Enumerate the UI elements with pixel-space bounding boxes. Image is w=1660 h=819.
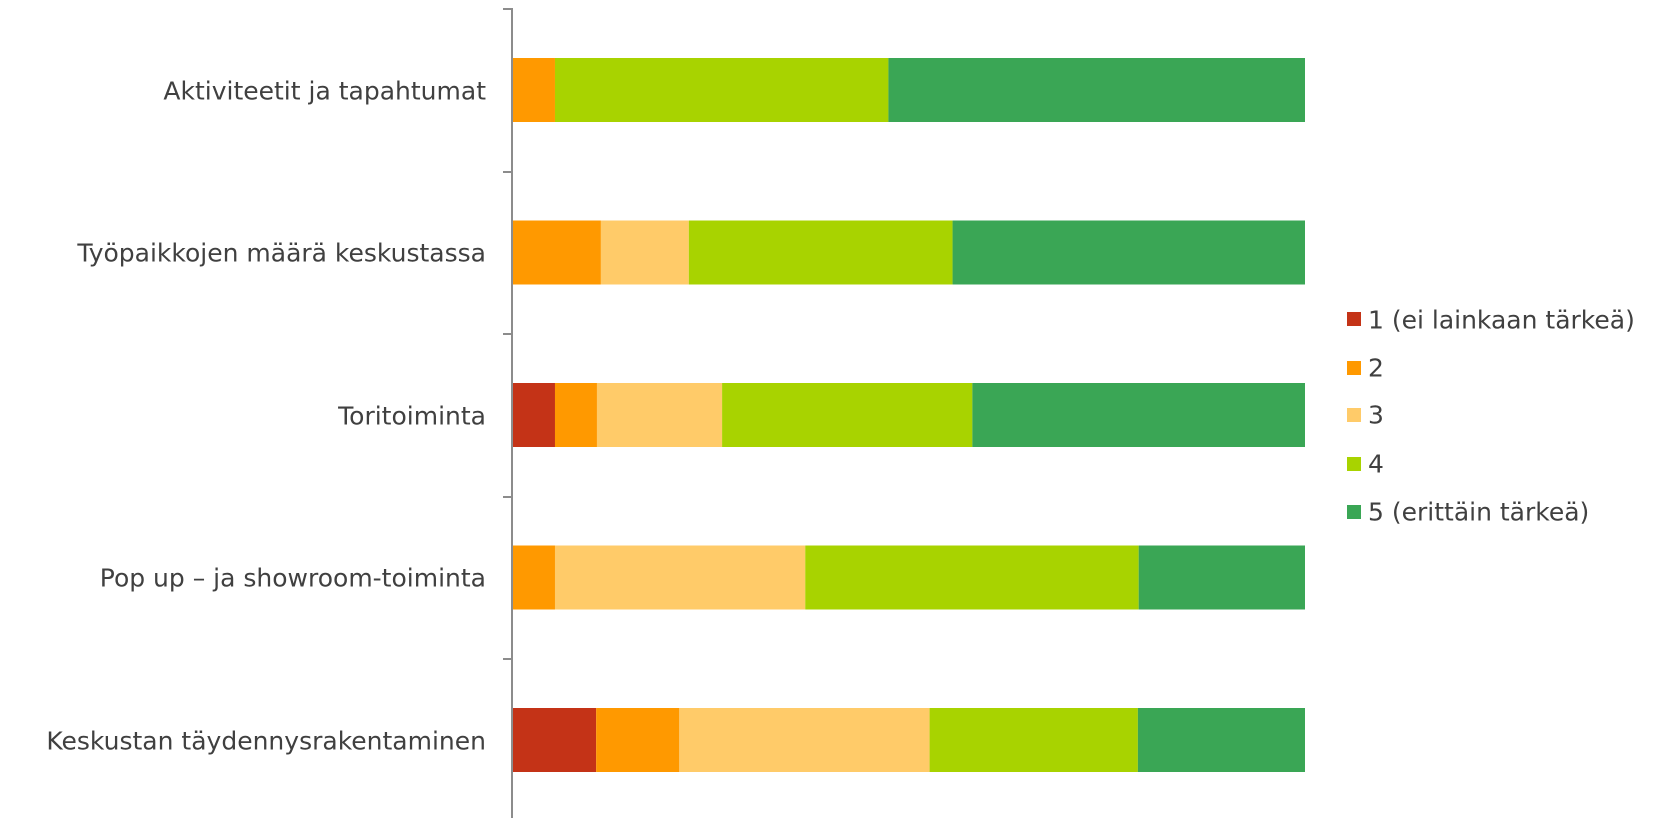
bar-segment-4-3 [929,708,1138,772]
legend-swatch-1 [1347,361,1361,375]
legend-label-0: 1 (ei lainkaan tärkeä) [1368,306,1635,335]
bar-segment-1-1 [513,220,601,285]
legend-swatch-2 [1347,408,1361,422]
bar-segment-3-2 [554,545,806,610]
category-label-1: Työpaikkojen määrä keskustassa [76,239,486,268]
bar-segment-4-2 [679,708,930,772]
legend-label-2: 3 [1368,401,1384,430]
bar-segment-0-3 [554,58,889,122]
y-axis [503,8,513,818]
legend-swatch-0 [1347,312,1361,326]
bar-segment-3-3 [805,545,1139,610]
bar-segment-4-4 [1137,708,1305,772]
category-label-3: Pop up – ja showroom-toiminta [100,564,486,593]
category-label-0: Aktiviteetit ja tapahtumat [163,77,486,106]
bar-segment-2-1 [554,383,597,447]
legend-swatch-4 [1347,505,1361,519]
bar-segment-0-4 [888,58,1305,122]
legend-label-1: 2 [1368,354,1384,383]
legend: 1 (ei lainkaan tärkeä) 2 3 4 5 (erittäin… [1347,306,1635,527]
bar-segment-2-3 [722,383,973,447]
legend-label-3: 4 [1368,450,1384,479]
bar-segment-0-1 [513,58,555,122]
bar-segment-4-1 [596,708,680,772]
bar-segment-2-4 [972,383,1305,447]
bar-segment-3-4 [1138,545,1305,610]
bar-segment-3-1 [513,545,555,610]
legend-swatch-3 [1347,457,1361,471]
bar-segment-2-2 [596,383,723,447]
category-labels: Aktiviteetit ja tapahtumat Työpaikkojen … [46,77,486,756]
category-label-2: Toritoiminta [337,402,486,431]
bars [513,58,1305,772]
bar-segment-2-0 [513,383,555,447]
bar-segment-1-3 [688,220,953,285]
bar-segment-1-2 [600,220,689,285]
legend-label-4: 5 (erittäin tärkeä) [1368,498,1589,527]
bar-segment-1-4 [952,220,1305,285]
category-label-4: Keskustan täydennysrakentaminen [46,727,486,756]
bar-segment-4-0 [513,708,597,772]
